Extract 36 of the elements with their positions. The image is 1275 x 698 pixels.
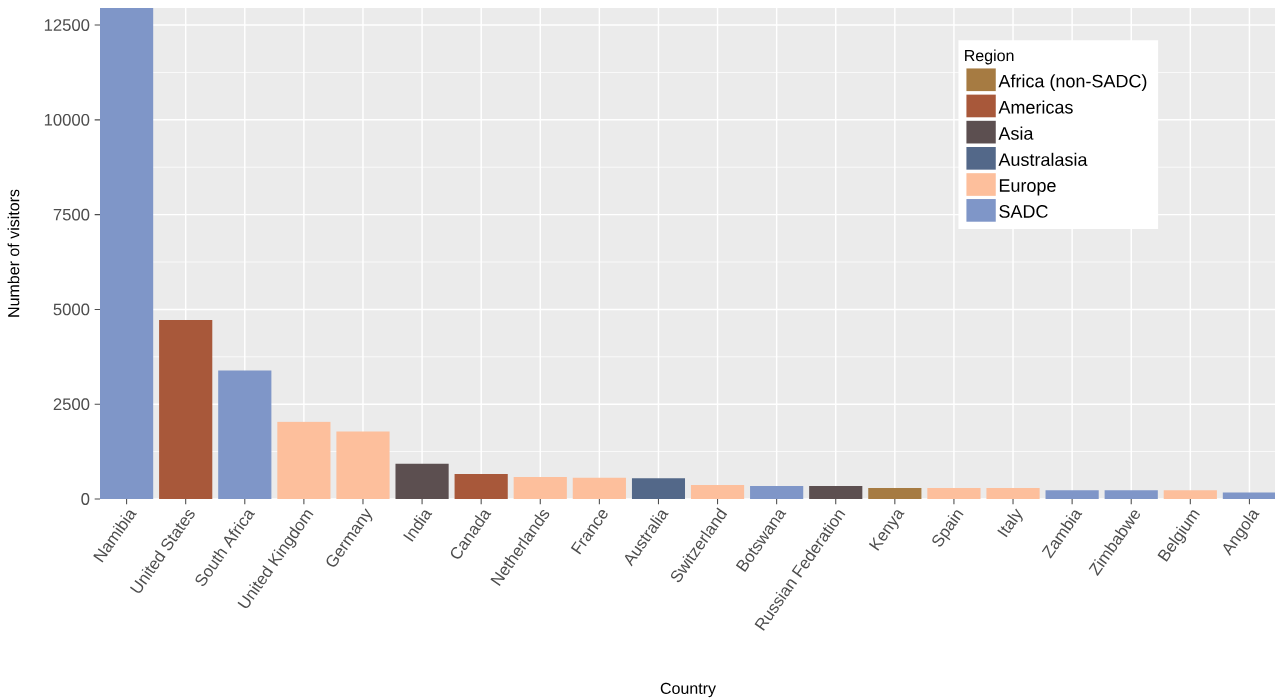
bar [1163, 490, 1217, 499]
bar [159, 320, 213, 499]
legend-label: Europe [999, 179, 1056, 196]
bar [336, 431, 390, 499]
y-tick-label: 2500 [53, 398, 90, 411]
bar [513, 477, 567, 499]
legend-label: SADC [999, 205, 1048, 218]
bar [1222, 492, 1275, 499]
bar [277, 421, 331, 499]
bar [572, 477, 626, 499]
legend-label: Australasia [998, 152, 1088, 167]
bar [927, 487, 981, 499]
bar [750, 486, 804, 499]
bar [1104, 490, 1158, 499]
bar [100, 7, 154, 499]
y-tick-label: 10000 [44, 113, 90, 126]
bar [1045, 490, 1099, 499]
bar [690, 484, 745, 499]
y-tick-label: 12500 [44, 19, 90, 31]
bar [809, 486, 863, 499]
y-tick-label: 0 [81, 493, 90, 505]
y-tick-label: 7500 [53, 208, 90, 221]
bar [218, 370, 272, 499]
legend-label: Asia [998, 126, 1034, 140]
legend-label: Africa (non-SADC) [998, 74, 1147, 92]
legend-label: Americas [998, 100, 1073, 114]
x-tick-label: Italy [997, 508, 1023, 538]
bar [868, 487, 922, 499]
bar [986, 487, 1040, 499]
y-tick-label: 5000 [53, 303, 90, 316]
bar [631, 478, 686, 499]
y-axis-title: Number of visitors [7, 189, 20, 317]
bar [395, 463, 449, 499]
bar [454, 473, 508, 499]
x-axis-title: Country [660, 682, 716, 698]
legend-title: Region [965, 49, 1014, 65]
